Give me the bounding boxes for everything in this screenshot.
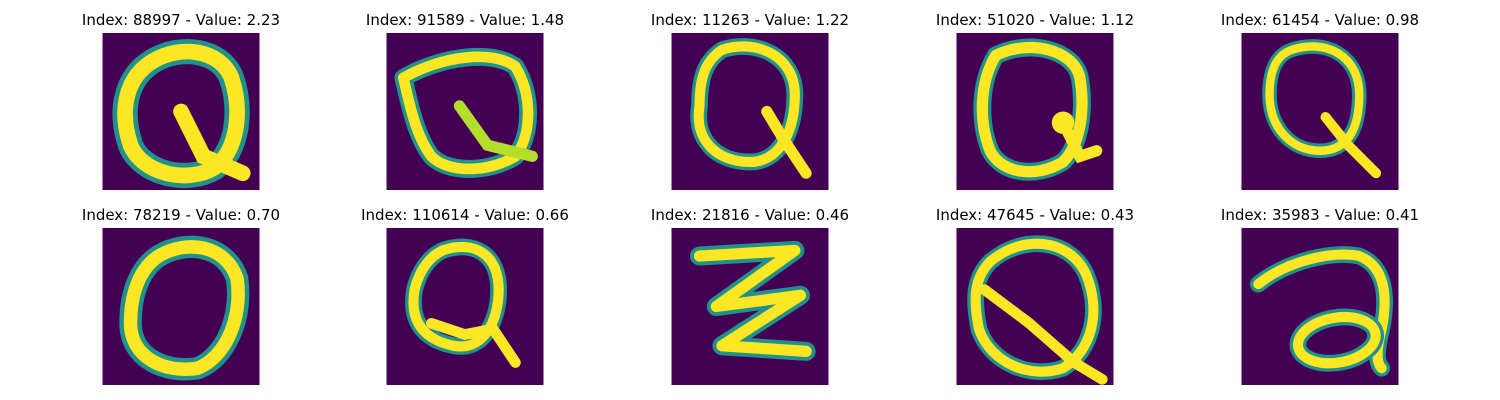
handwritten-glyph-image — [956, 228, 1114, 385]
glyph-bowl — [1292, 311, 1381, 369]
glyph-stroke — [976, 42, 1088, 178]
image-panel: Index: 21816 - Value: 0.46 — [620, 205, 880, 385]
image-panel: Index: 110614 - Value: 0.66 — [335, 205, 595, 385]
handwritten-glyph-image — [386, 33, 544, 190]
handwritten-glyph-image — [671, 33, 829, 190]
image-panel: Index: 91589 - Value: 1.48 — [335, 10, 595, 190]
panel-title: Index: 51020 - Value: 1.12 — [935, 11, 1135, 29]
panel-title: Index: 88997 - Value: 2.23 — [81, 11, 281, 29]
glyph-stroke — [1265, 42, 1364, 155]
handwritten-glyph-image — [956, 33, 1114, 190]
image-panel: Index: 11263 - Value: 1.22 — [620, 10, 880, 190]
handwritten-glyph-image — [386, 228, 544, 385]
panel-title: Index: 47645 - Value: 0.43 — [935, 206, 1135, 224]
panel-title: Index: 11263 - Value: 1.22 — [650, 11, 850, 29]
panel-title: Index: 110614 - Value: 0.66 — [361, 206, 569, 224]
image-panel: Index: 88997 - Value: 2.23 — [51, 10, 311, 190]
image-panel: Index: 35983 - Value: 0.41 — [1190, 205, 1450, 385]
glyph-tail — [1320, 112, 1382, 179]
glyph-tail — [426, 317, 521, 368]
glyph-tail — [453, 100, 538, 162]
glyph-stroke — [123, 240, 245, 376]
glyph-tail — [1057, 117, 1103, 164]
handwritten-glyph-image — [1241, 228, 1399, 385]
glyph-stroke — [693, 244, 812, 357]
glyph-tail — [761, 105, 812, 179]
glyph-stroke — [970, 238, 1099, 377]
glyph-tail — [979, 284, 1108, 385]
handwritten-glyph-image — [1241, 33, 1399, 190]
handwritten-glyph-image — [102, 33, 260, 190]
image-panel: Index: 51020 - Value: 1.12 — [905, 10, 1165, 190]
image-panel: Index: 47645 - Value: 0.43 — [905, 205, 1165, 385]
panel-title: Index: 61454 - Value: 0.98 — [1220, 11, 1420, 29]
panel-title: Index: 21816 - Value: 0.46 — [650, 206, 850, 224]
panel-title: Index: 78219 - Value: 0.70 — [81, 206, 281, 224]
image-panel: Index: 78219 - Value: 0.70 — [51, 205, 311, 385]
glyph-tail — [173, 103, 251, 182]
handwritten-glyph-image — [102, 228, 260, 385]
glyph-stroke — [693, 41, 800, 168]
panel-title: Index: 35983 - Value: 0.41 — [1220, 206, 1420, 224]
glyph-stroke — [408, 241, 504, 352]
panel-title: Index: 91589 - Value: 1.48 — [365, 11, 565, 29]
handwritten-glyph-image — [671, 228, 829, 385]
image-panel: Index: 61454 - Value: 0.98 — [1190, 10, 1450, 190]
